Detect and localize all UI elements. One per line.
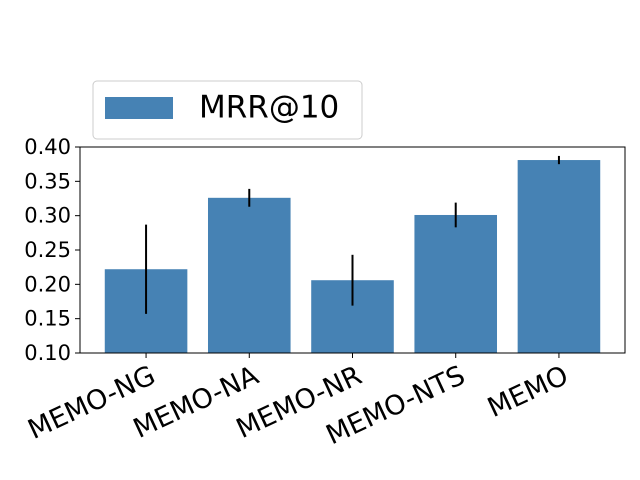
plot-frame <box>79 146 626 354</box>
y-tick-label: 0.30 <box>24 204 71 228</box>
legend-label: MRR@10 <box>199 90 339 126</box>
y-tick-label: 0.20 <box>24 272 71 296</box>
bar <box>414 214 498 353</box>
y-tick-label: 0.15 <box>24 307 71 331</box>
bar <box>517 160 601 353</box>
y-tick-label: 0.25 <box>24 238 71 262</box>
legend-swatch <box>105 97 173 119</box>
y-tick-label: 0.35 <box>24 169 71 193</box>
y-tick-label: 0.10 <box>24 341 71 365</box>
y-tick-label: 0.40 <box>24 135 71 159</box>
bar <box>207 197 291 353</box>
legend-box <box>92 80 363 140</box>
